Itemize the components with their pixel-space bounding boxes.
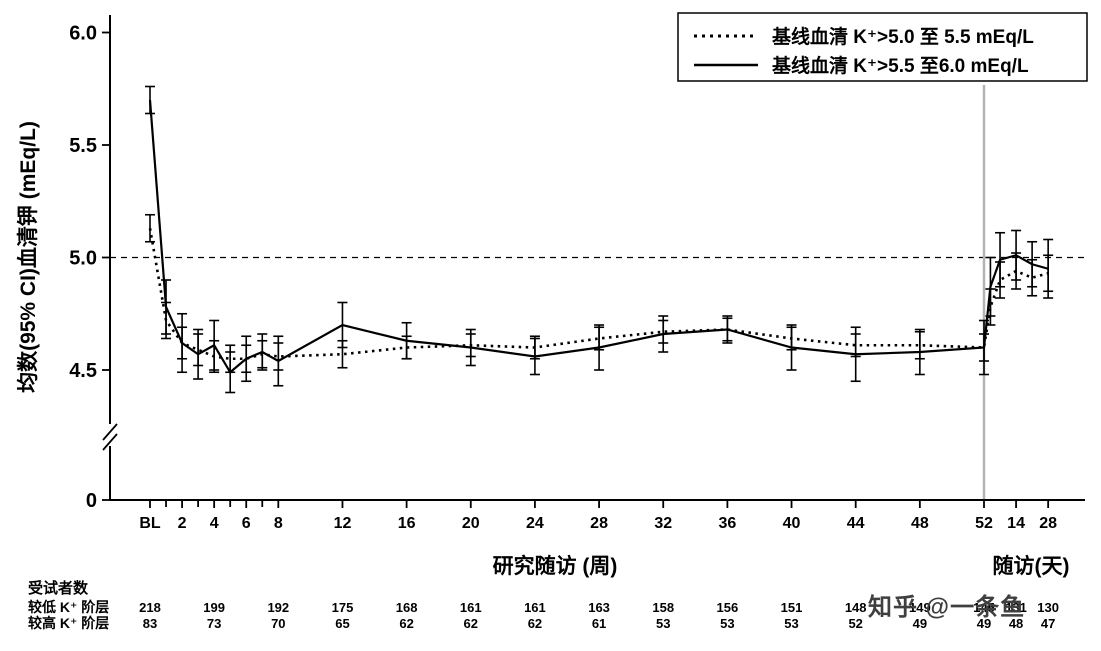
y-tick-label: 0 xyxy=(86,490,97,512)
count-value: 151 xyxy=(781,600,803,615)
series-line-dotted xyxy=(148,228,1049,361)
x-tick-label: 48 xyxy=(911,515,929,532)
y-tick-label: 6.0 xyxy=(69,23,97,45)
x-tick-label: 12 xyxy=(334,515,352,532)
count-value: 49 xyxy=(913,616,927,631)
x-tick-label: 24 xyxy=(526,515,544,532)
counts-row-label-lower: 较低 K⁺ 阶层 xyxy=(28,599,109,615)
x-tick-label: 40 xyxy=(783,515,801,532)
legend: 基线血清 K⁺>5.0 至 5.5 mEq/L 基线血清 K⁺>5.5 至6.0… xyxy=(677,12,1088,82)
count-value: 199 xyxy=(203,600,225,615)
x-tick-label: 8 xyxy=(274,515,283,532)
x-axis-title: 研究随访 (周) xyxy=(493,554,618,578)
x-tick-label: 14 xyxy=(1007,515,1025,532)
watermark: 知乎 @一条鱼 xyxy=(868,593,1025,621)
axes: 04.55.05.56.0BL 2 4 6 8 12 16 20 24 28 32 36 40 44 48 5… xyxy=(69,15,1085,532)
axis-break-mask xyxy=(102,424,118,446)
count-value: 62 xyxy=(528,616,542,631)
count-value: 61 xyxy=(592,616,606,631)
reference-lines xyxy=(110,85,1085,500)
legend-box xyxy=(677,12,1088,82)
x-tick-label: 32 xyxy=(654,515,672,532)
axis-break-slash xyxy=(102,433,118,451)
x-tick-label: 28 xyxy=(590,515,608,532)
count-value: 53 xyxy=(720,616,734,631)
count-value: 53 xyxy=(784,616,798,631)
counts-header: 受试者数 xyxy=(28,579,89,597)
x-tick-label: 2 xyxy=(178,515,187,532)
x-tick-label: 44 xyxy=(847,515,865,532)
counts-row-label-higher: 较高 K⁺ 阶层 xyxy=(28,615,109,631)
x-tick-label: 6 xyxy=(242,515,251,532)
legend-label-lower-stratum: 基线血清 K⁺>5.0 至 5.5 mEq/L xyxy=(771,25,1034,48)
count-value: 161 xyxy=(524,600,546,615)
count-value: 73 xyxy=(207,616,221,631)
count-value: 158 xyxy=(652,600,674,615)
x-tick-label: 4 xyxy=(210,515,219,532)
count-value: 156 xyxy=(717,600,739,615)
count-value: 70 xyxy=(271,616,285,631)
count-value: 48 xyxy=(1009,616,1023,631)
count-value: 161 xyxy=(460,600,482,615)
legend-label-higher-stratum: 基线血清 K⁺>5.5 至6.0 mEq/L xyxy=(771,54,1029,77)
count-value: 49 xyxy=(977,616,991,631)
count-value: 65 xyxy=(335,616,349,631)
axis-break-slash xyxy=(102,423,118,441)
subject-counts: 受试者数 较低 K⁺ 阶层 较高 K⁺ 阶层 218 199 192 175 168 16… xyxy=(28,579,1059,631)
count-value: 62 xyxy=(399,616,413,631)
count-value: 131 xyxy=(1005,600,1027,615)
counts-values: 218 199 192 175 168 161 161 163 158 156 151 148 149 1… xyxy=(139,600,1059,631)
count-value: 52 xyxy=(848,616,862,631)
series-line-solid xyxy=(148,99,1049,374)
count-value: 149 xyxy=(909,600,931,615)
x-tick-label: 20 xyxy=(462,515,480,532)
count-value: 175 xyxy=(332,600,354,615)
data-series xyxy=(145,85,1054,394)
x-axis-followup-title: 随访(天) xyxy=(993,554,1070,578)
count-value: 168 xyxy=(396,600,418,615)
x-tick-label: 16 xyxy=(398,515,416,532)
x-tick-label: BL xyxy=(139,515,161,532)
x-tick-label: 52 xyxy=(975,515,993,532)
y-axis-title: 均数(95% CI)血清钾 (mEq/L) xyxy=(16,121,40,393)
y-tick-label: 4.5 xyxy=(69,360,97,382)
count-value: 163 xyxy=(588,600,610,615)
count-value: 148 xyxy=(845,600,867,615)
count-value: 218 xyxy=(139,600,161,615)
count-value: 47 xyxy=(1041,616,1055,631)
x-tick-label: 28 xyxy=(1039,515,1057,532)
y-tick-label: 5.5 xyxy=(69,135,97,157)
count-value: 62 xyxy=(464,616,478,631)
count-value: 145 xyxy=(973,600,995,615)
count-value: 83 xyxy=(143,616,157,631)
x-tick-label: 36 xyxy=(718,515,736,532)
y-tick-label: 5.0 xyxy=(69,248,97,270)
count-value: 53 xyxy=(656,616,670,631)
count-value: 192 xyxy=(267,600,289,615)
count-value: 130 xyxy=(1037,600,1059,615)
